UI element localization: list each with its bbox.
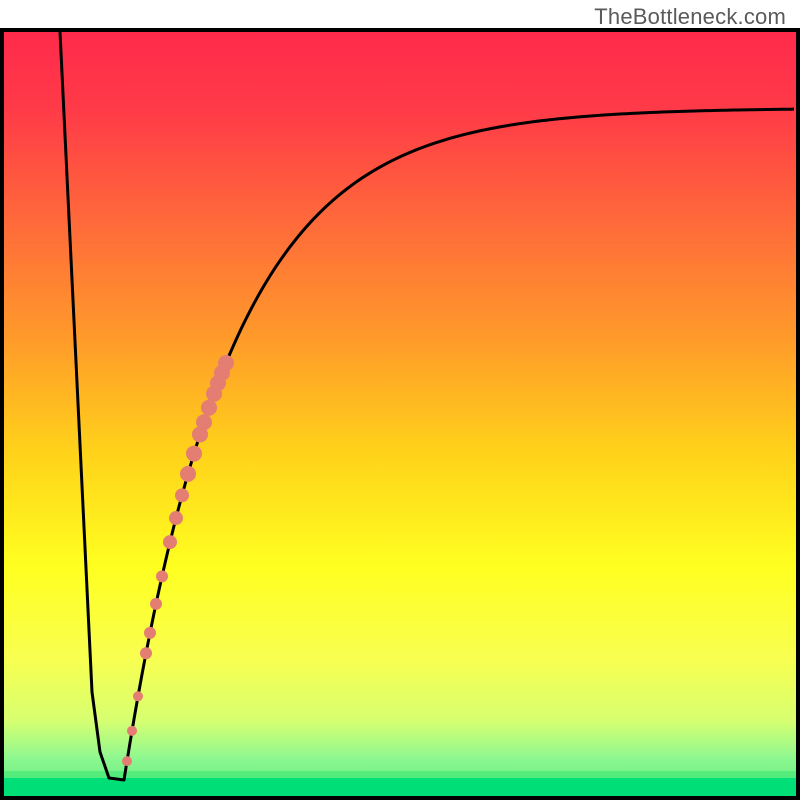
data-marker xyxy=(140,647,152,659)
watermark-text: TheBottleneck.com xyxy=(594,4,786,30)
data-marker xyxy=(133,691,143,701)
plot-area xyxy=(4,32,796,796)
data-marker xyxy=(196,414,212,430)
chart-container: TheBottleneck.com xyxy=(0,0,800,800)
data-marker xyxy=(186,446,202,462)
frame-right xyxy=(796,28,800,800)
data-marker xyxy=(180,466,196,482)
data-marker xyxy=(175,488,189,502)
data-marker xyxy=(144,627,156,639)
data-marker xyxy=(201,400,217,416)
bottleneck-curve xyxy=(60,32,794,780)
data-marker xyxy=(156,570,168,582)
data-marker xyxy=(127,726,137,736)
data-marker xyxy=(163,535,177,549)
data-marker xyxy=(150,598,162,610)
data-marker xyxy=(122,756,132,766)
data-marker xyxy=(169,511,183,525)
frame-bottom xyxy=(0,796,800,800)
curve-layer xyxy=(4,32,796,796)
data-marker xyxy=(218,355,234,371)
